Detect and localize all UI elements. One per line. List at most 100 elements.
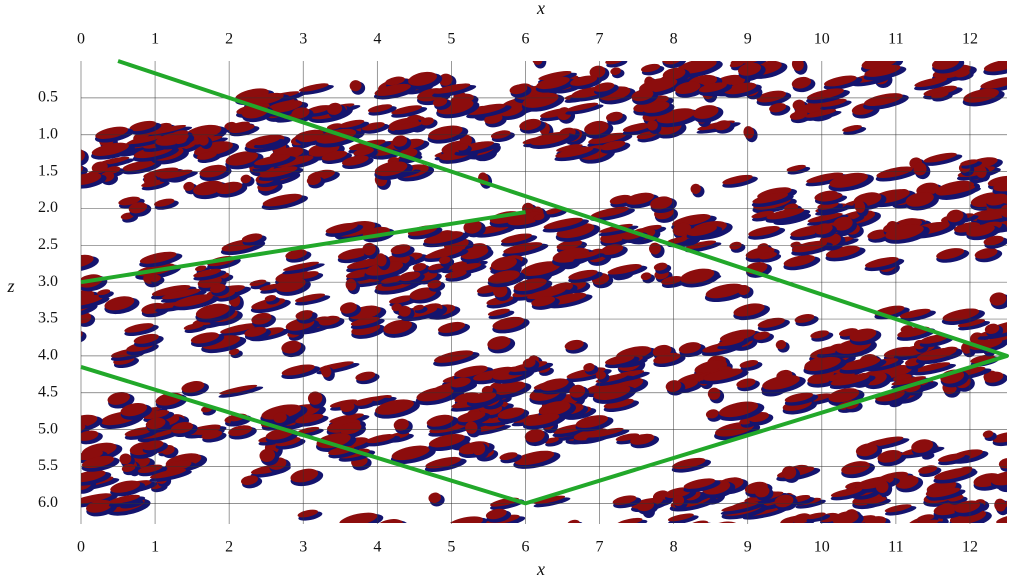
vortex-blob — [298, 83, 329, 92]
x-tick-label-top: 5 — [447, 31, 455, 48]
x-tick-label-top: 8 — [670, 31, 678, 48]
vortex-blob — [544, 208, 563, 215]
vortex-blob — [737, 284, 750, 296]
vortex-blob — [707, 387, 721, 400]
vortex-blob — [982, 430, 994, 438]
vortex-blob — [490, 256, 517, 271]
vortex-blob — [316, 128, 357, 144]
vortex-blob — [346, 257, 386, 269]
vortex-blob — [913, 162, 927, 176]
x-tick-label: 0 — [77, 539, 85, 556]
vortex-blob — [914, 77, 948, 87]
y-tick-label: 2.0 — [38, 199, 58, 216]
y-tick-label: 1.5 — [38, 162, 58, 179]
vortex-blob — [81, 414, 98, 429]
vortex-blob — [355, 371, 376, 381]
vortex-blob — [408, 71, 438, 86]
vortex-blob — [738, 62, 762, 76]
vortex-blob — [183, 181, 195, 191]
vortex-blob — [524, 428, 545, 443]
vortex-blob — [522, 358, 536, 368]
vortex-blob — [262, 193, 302, 207]
vortex-blob — [789, 110, 808, 120]
vortex-blob — [354, 398, 373, 406]
vortex-blob — [622, 122, 653, 132]
vortex-blob — [124, 323, 154, 333]
vortex-blob — [605, 354, 635, 365]
y-tick-label: 1.0 — [38, 125, 58, 142]
vortex-blob — [698, 82, 727, 93]
vortex-blob — [298, 85, 334, 95]
vortex-blob — [241, 233, 263, 243]
vortex-blob — [199, 164, 227, 178]
vortex-blob — [605, 61, 624, 65]
vortex-blob — [932, 61, 960, 70]
vortex-blob — [471, 441, 486, 456]
vortex-blob — [963, 88, 999, 103]
vortex-blob — [416, 386, 454, 402]
vortex-blob — [640, 63, 661, 73]
vortex-blob — [589, 65, 606, 78]
vortex-blob — [432, 97, 448, 107]
vortex-blob — [454, 365, 488, 378]
vortex-blob — [228, 425, 253, 437]
vortex-blob — [832, 511, 859, 523]
vortex-blob — [533, 214, 545, 221]
vortex-blob — [721, 501, 759, 512]
vortex-blob — [885, 224, 924, 240]
line — [80, 210, 526, 285]
vortex-blob — [758, 251, 777, 260]
vortex-blob — [828, 388, 860, 403]
vortex-blob — [393, 121, 423, 131]
vortex-blob — [717, 337, 745, 347]
vortex-blob — [128, 202, 148, 214]
vortex-blob — [588, 132, 627, 144]
vortex-blob — [720, 503, 765, 515]
vortex-blob — [295, 413, 324, 424]
vortex-blob — [569, 384, 586, 398]
vortex-blob — [228, 348, 240, 356]
vortex-blob — [391, 105, 422, 115]
vortex-blob — [992, 432, 1007, 443]
vortex-blob — [806, 88, 845, 100]
vortex-blob — [911, 439, 934, 453]
vortex-blob — [220, 323, 259, 334]
vortex-blob — [375, 519, 404, 523]
vortex-blob — [488, 310, 515, 320]
x-tick-label-top: 1 — [151, 31, 159, 48]
vortex-blob — [290, 468, 319, 483]
vortex-blob — [81, 430, 99, 441]
vortex-blob — [905, 192, 934, 207]
vortex-blob — [707, 521, 738, 523]
vortex-blob — [185, 124, 222, 140]
vortex-blob — [729, 75, 745, 86]
vortex-blob — [807, 214, 849, 226]
vortex-blob — [449, 377, 471, 388]
vortex-blob — [184, 324, 209, 334]
vortex-blob — [736, 378, 756, 388]
vortex-blob — [923, 152, 957, 163]
vortex-blob — [321, 150, 348, 161]
vortex-blob — [141, 181, 170, 191]
vortex-blob — [586, 427, 624, 438]
vortex-blob — [987, 175, 1007, 187]
vortex-blob — [193, 268, 222, 278]
vortex-blob — [680, 268, 715, 284]
vortex-blob — [81, 294, 104, 307]
vortex-blob — [756, 90, 787, 103]
vortex-blob — [989, 292, 1007, 306]
vortex-blob — [339, 422, 362, 435]
vortex-blob — [254, 154, 291, 166]
vortex-blob — [325, 222, 358, 234]
vortex-blob — [938, 185, 976, 196]
vortex-blob — [584, 120, 609, 135]
vortex-blob — [916, 514, 935, 522]
vortex-blob — [961, 161, 983, 169]
vortex-blob — [936, 248, 965, 260]
vortex-blob — [899, 308, 931, 319]
vortex-blob — [786, 164, 806, 172]
vortex-blob — [81, 172, 102, 186]
vortex-blob — [466, 392, 497, 404]
vortex-blob — [529, 131, 570, 146]
vortex-blob — [646, 120, 658, 131]
